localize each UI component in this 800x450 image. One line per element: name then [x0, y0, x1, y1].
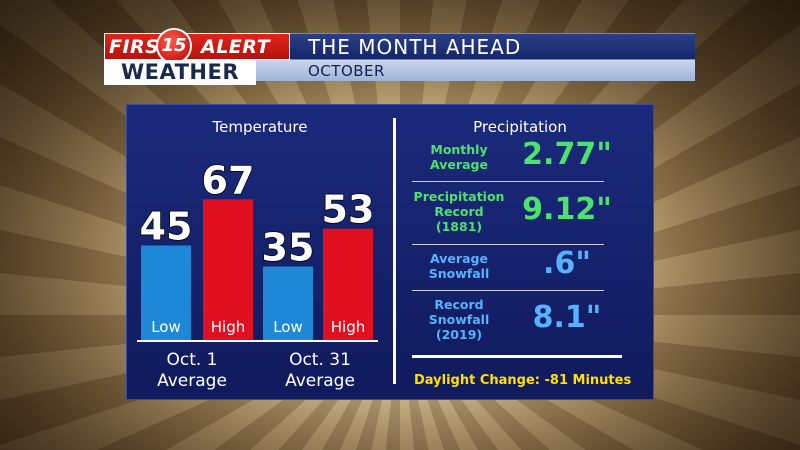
separator: [412, 244, 604, 245]
logo-weather: WEATHER: [120, 60, 240, 84]
logo-alert: ALERT: [201, 36, 271, 58]
precip-row-label-line: Average: [430, 251, 488, 266]
separator: [412, 181, 604, 182]
group-label-oct31: Oct. 31 Average: [258, 350, 382, 392]
separator: [412, 290, 604, 291]
precip-row-label-line: Record: [434, 297, 484, 312]
group-label-oct1: Oct. 1 Average: [132, 350, 252, 392]
precip-row-label-line: Precipitation: [413, 189, 505, 204]
precip-row-label-line: Snowfall: [428, 312, 490, 327]
precip-row-label-line: (2019): [435, 327, 483, 342]
precip-row-value: 2.77": [522, 137, 612, 172]
bar-value-label: 67: [202, 158, 255, 202]
bar-high-2: [323, 228, 373, 340]
precip-row-value: .6": [543, 246, 591, 281]
precip-row-label-line: Record: [434, 204, 484, 219]
precip-row-label: Record Snowfall (2019): [400, 297, 518, 342]
page-title: THE MONTH AHEAD: [308, 35, 522, 59]
group-label-oct1-line2: Average: [157, 371, 227, 391]
logo-15-badge: 15: [156, 28, 192, 64]
precip-row-label-line: Average: [430, 157, 488, 172]
group-label-oct1-line1: Oct. 1: [166, 350, 218, 370]
page-subtitle: OCTOBER: [308, 62, 385, 80]
subtitle-bar: OCTOBER: [256, 60, 695, 81]
bar-value-label: 53: [322, 188, 375, 232]
logo-white-bar: WEATHER: [104, 60, 256, 85]
bar-high-1: [203, 199, 253, 340]
precip-row-label: Monthly Average: [400, 142, 518, 172]
precip-row-label-line: Snowfall: [428, 266, 490, 281]
precip-row-label-line: (1881): [435, 219, 483, 234]
bar-low-2: [263, 266, 313, 340]
precip-row-label-line: Monthly: [430, 142, 488, 157]
bar-series-label: Low: [151, 318, 181, 336]
precip-row-value: 8.1": [532, 299, 602, 335]
precip-row-label: Average Snowfall: [400, 251, 518, 281]
bar-series-label: Low: [273, 318, 303, 336]
title-bar: THE MONTH AHEAD: [290, 33, 695, 60]
daylight-change: Daylight Change: -81 Minutes: [414, 373, 632, 388]
separator-thick: [412, 355, 622, 358]
bar-value-label: 45: [140, 205, 193, 249]
panel-divider: [393, 118, 396, 384]
precip-row-value: 9.12": [522, 191, 612, 227]
bar-value-label: 35: [262, 226, 315, 270]
precipitation-title: Precipitation: [473, 118, 567, 136]
group-label-oct31-line1: Oct. 31: [289, 350, 351, 370]
logo-red-bar: FIRST ALERT: [104, 33, 290, 60]
bar-low-1: [141, 245, 191, 340]
precip-row-label: Precipitation Record (1881): [400, 189, 518, 234]
bar-series-label: High: [211, 318, 245, 336]
bar-series-label: High: [331, 318, 365, 336]
group-label-oct31-line2: Average: [285, 371, 355, 391]
logo-number: 15: [161, 35, 187, 56]
temperature-title: Temperature: [212, 118, 308, 136]
